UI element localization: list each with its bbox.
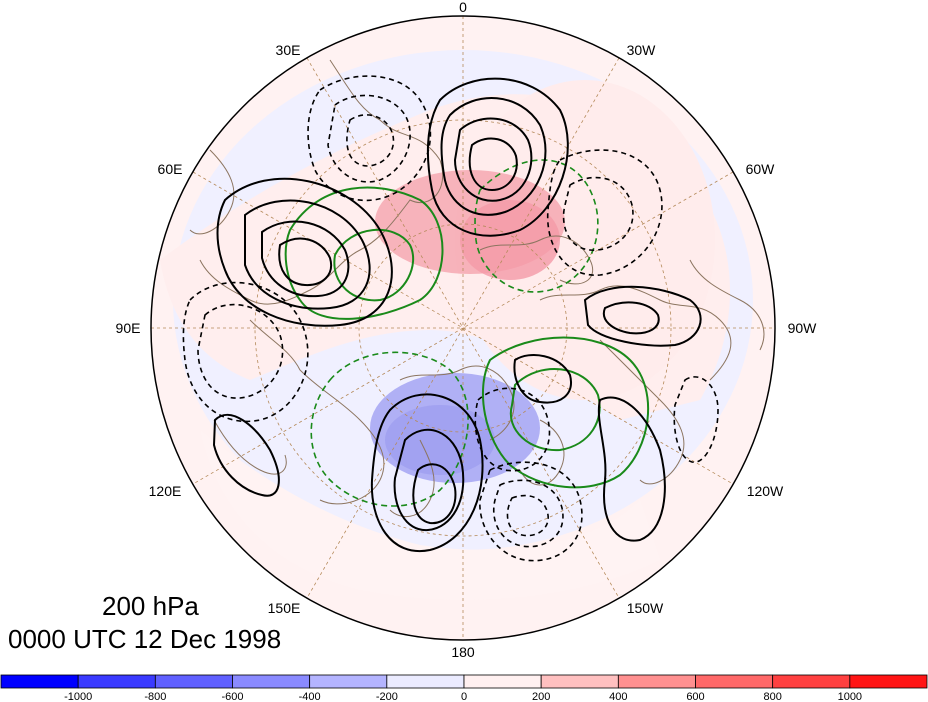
lon-label-150w: 150W <box>627 600 664 616</box>
lon-label-90e: 90E <box>116 320 141 336</box>
colorbar-box <box>77 674 156 689</box>
colorbar-box <box>540 674 619 689</box>
coastlines <box>189 59 765 518</box>
colorbar-box <box>772 674 851 689</box>
colorbar-box <box>617 674 696 689</box>
colorbar-box <box>0 674 79 689</box>
lon-label-30e: 30E <box>276 42 301 58</box>
green-dashed-contours <box>310 159 599 507</box>
lon-label-0: 0 <box>459 0 467 15</box>
colorbar-box <box>154 674 233 689</box>
colorbar-tick-label: 800 <box>763 691 781 702</box>
colorbar-tick-labels: -1000 -800 -600 -400 -200 0 200 400 600 800 1000 <box>64 691 862 702</box>
lon-label-120e: 120E <box>149 483 182 499</box>
colorbar-box <box>232 674 311 689</box>
colorbar-tick-label: 600 <box>686 691 704 702</box>
colorbar-tick-label: -600 <box>221 691 243 702</box>
colorbar-tick-label: -800 <box>144 691 166 702</box>
colorbar-tick-label: 0 <box>461 691 467 702</box>
lon-label-60w: 60W <box>746 161 776 177</box>
lon-label-90w: 90W <box>788 320 818 336</box>
pressure-level-title: 200 hPa <box>102 591 199 621</box>
colorbar-tick-label: 200 <box>532 691 550 702</box>
colorbar-box <box>849 674 928 689</box>
lon-label-180: 180 <box>451 644 475 660</box>
colorbar: -1000 -800 -600 -400 -200 0 200 400 600 800 1000 <box>0 674 928 702</box>
lon-label-150e: 150E <box>268 600 301 616</box>
colorbar-tick-label: -1000 <box>64 691 92 702</box>
lon-label-60e: 60E <box>158 161 183 177</box>
shaded-field <box>151 16 775 640</box>
colorbar-tick-label: 400 <box>609 691 627 702</box>
positive-contours <box>212 77 702 553</box>
colorbar-boxes <box>0 674 928 689</box>
colorbar-tick-label: 1000 <box>838 691 862 702</box>
polar-stereographic-map: 0 30W 60W 90W 120W 150W 180 150E 120E 90… <box>116 0 818 660</box>
valid-time-title: 0000 UTC 12 Dec 1998 <box>8 624 282 654</box>
colorbar-tick-label: -400 <box>299 691 321 702</box>
colorbar-box <box>695 674 774 689</box>
colorbar-box <box>309 674 388 689</box>
lon-label-30w: 30W <box>627 42 657 58</box>
colorbar-box <box>463 674 542 689</box>
colorbar-tick-label: -200 <box>376 691 398 702</box>
colorbar-box <box>386 674 465 689</box>
map-border <box>150 15 776 641</box>
lon-label-120w: 120W <box>747 483 784 499</box>
longitude-labels: 0 30W 60W 90W 120W 150W 180 150E 120E 90… <box>116 0 818 660</box>
